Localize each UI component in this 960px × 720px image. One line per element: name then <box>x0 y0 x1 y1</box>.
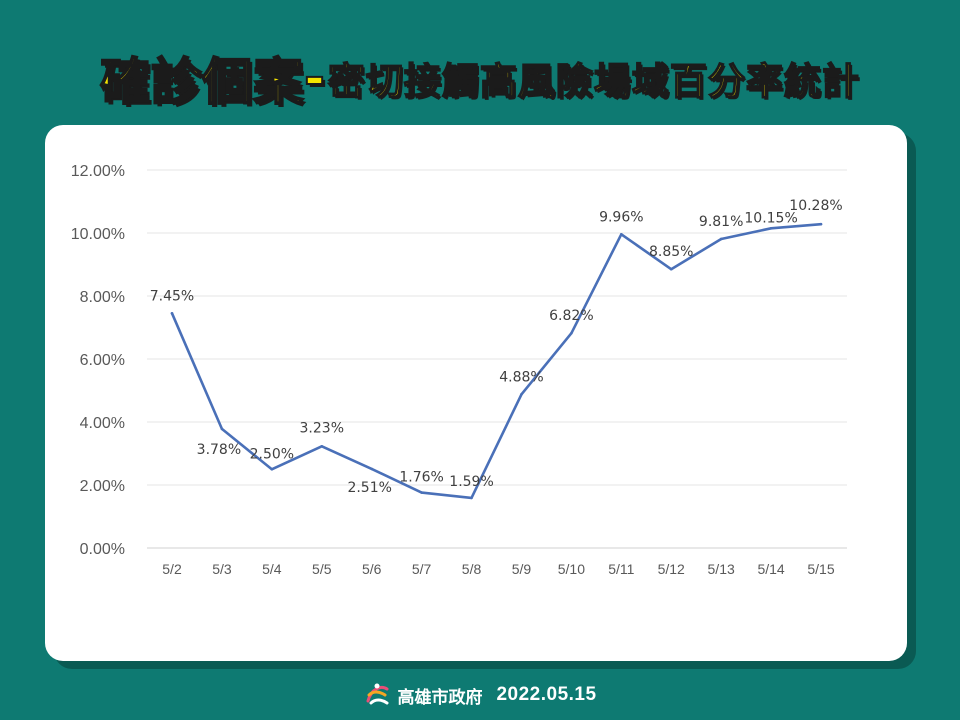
footer-org: 高雄市政府 <box>397 687 483 708</box>
page-title: 確診個案 - 密切接觸高風險場域百分率統計 <box>0 38 960 118</box>
chart-card: 0.00% 2.00% 4.00% 6.00% 8.00% 10.00% 12.00% 5/2… <box>45 125 907 661</box>
x-tick-label: 5/8 <box>462 561 482 577</box>
y-tick-label: 6.00% <box>80 352 125 369</box>
x-tick-label: 5/12 <box>658 561 685 577</box>
data-label: 6.82% <box>549 308 593 324</box>
footer-date: 2022.05.15 <box>496 684 597 705</box>
data-label: 7.45% <box>150 288 194 304</box>
title-sub: 密切接觸高風險場域百分率統計 <box>327 59 860 104</box>
series-line <box>170 222 823 500</box>
x-tick-label: 5/2 <box>162 561 182 577</box>
x-tick-label: 5/3 <box>212 561 232 577</box>
data-label: 2.51% <box>347 480 391 496</box>
data-point <box>470 496 473 500</box>
title-dash: - <box>303 48 326 108</box>
x-tick-label: 5/7 <box>412 561 432 577</box>
y-tick-label: 8.00% <box>80 289 125 306</box>
data-label: 4.88% <box>499 369 543 385</box>
x-tick-label: 5/10 <box>558 561 585 577</box>
data-point <box>420 491 423 494</box>
data-point <box>570 331 573 335</box>
data-label: 9.96% <box>599 209 643 225</box>
data-point <box>620 232 623 236</box>
data-label: 10.15% <box>744 210 797 226</box>
data-point <box>669 267 673 271</box>
data-point <box>170 312 174 315</box>
data-point <box>819 222 823 226</box>
data-label: 10.28% <box>789 198 842 214</box>
y-tick-label: 4.00% <box>80 415 125 432</box>
data-point <box>719 237 723 241</box>
x-tick-label: 5/4 <box>262 561 282 577</box>
data-point <box>520 392 523 396</box>
kaohsiung-logo-icon <box>366 683 389 705</box>
x-tick-label: 5/6 <box>362 561 382 577</box>
data-point <box>220 427 224 431</box>
line-chart: 0.00% 2.00% 4.00% 6.00% 8.00% 10.00% 12.00% 5/2… <box>71 163 847 577</box>
x-tick-label: 5/5 <box>312 561 332 577</box>
data-label: 1.76% <box>399 470 443 486</box>
x-tick-label: 5/11 <box>608 561 634 577</box>
y-tick-label: 0.00% <box>80 541 125 558</box>
title-main: 確診個案 <box>99 52 305 112</box>
data-label: 9.81% <box>699 214 743 230</box>
y-tick-label: 10.00% <box>71 226 125 243</box>
x-tick-label: 5/9 <box>512 561 532 577</box>
footer: 高雄市政府 2022.05.15 <box>0 678 960 712</box>
data-point <box>270 467 274 471</box>
y-tick-label: 2.00% <box>80 478 125 495</box>
data-label: 3.78% <box>197 442 241 458</box>
x-tick-label: 5/15 <box>807 561 834 577</box>
data-label: 3.23% <box>300 420 344 436</box>
x-tick-label: 5/13 <box>708 561 735 577</box>
data-point <box>769 226 773 230</box>
y-tick-label: 12.00% <box>71 163 125 180</box>
data-point <box>370 467 373 471</box>
data-label: 1.59% <box>449 474 493 490</box>
data-label: 8.85% <box>649 244 693 260</box>
data-point <box>320 444 324 448</box>
data-label: 2.50% <box>250 446 294 462</box>
x-tick-label: 5/14 <box>757 561 784 577</box>
